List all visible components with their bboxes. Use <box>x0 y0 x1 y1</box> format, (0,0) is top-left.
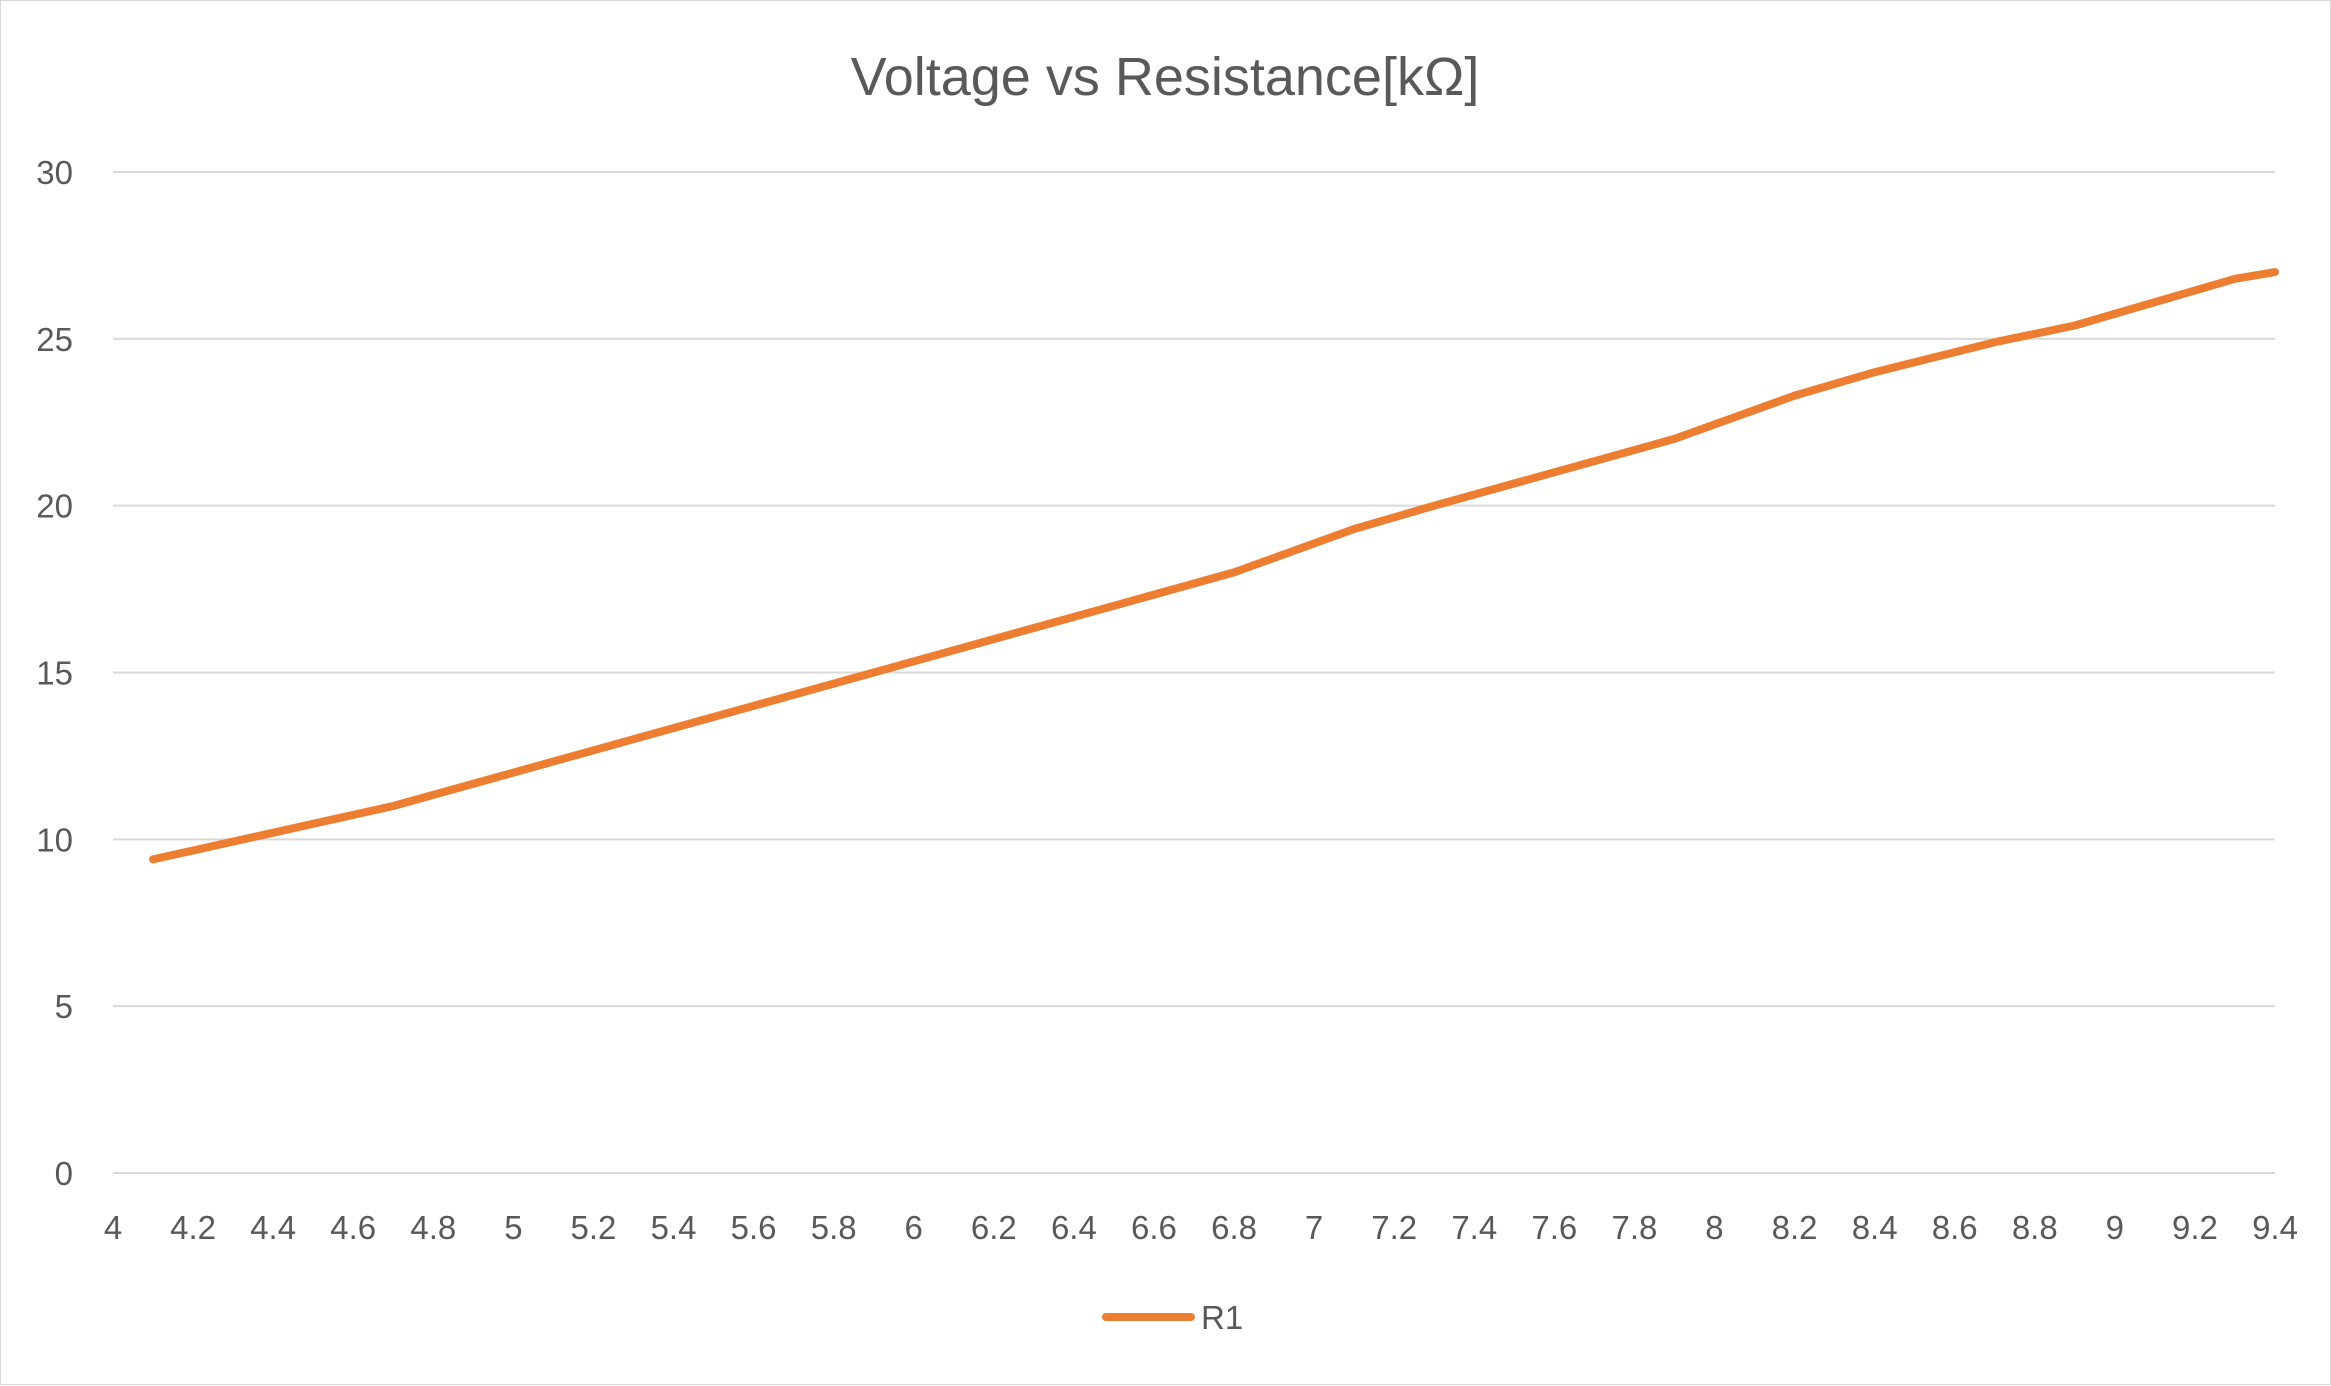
x-axis-ticks: 4 4.2 4.4 4.6 4.8 5 5.2 5.4 5.6 5.8 6 6.2 6.4 6.6 6.8 7… <box>104 1209 2298 1246</box>
series-layer <box>153 272 2275 860</box>
y-tick-label: 5 <box>55 988 73 1025</box>
y-tick-label: 15 <box>36 655 73 692</box>
x-tick-label: 5.4 <box>651 1209 697 1246</box>
x-tick-label: 4.6 <box>330 1209 376 1246</box>
x-tick-label: 5 <box>504 1209 522 1246</box>
x-tick-label: 8.4 <box>1852 1209 1898 1246</box>
chart-title: Voltage vs Resistance[kΩ] <box>851 47 1480 107</box>
x-tick-label: 4.2 <box>170 1209 216 1246</box>
x-tick-label: 5.6 <box>731 1209 777 1246</box>
x-tick-label: 8.6 <box>1932 1209 1978 1246</box>
x-tick-label: 5.2 <box>571 1209 617 1246</box>
x-tick-label: 8.2 <box>1772 1209 1818 1246</box>
x-tick-label: 7.2 <box>1371 1209 1417 1246</box>
x-tick-label: 8.8 <box>2012 1209 2058 1246</box>
x-tick-label: 9.2 <box>2172 1209 2218 1246</box>
x-tick-label: 6.2 <box>971 1209 1017 1246</box>
y-tick-label: 10 <box>36 821 73 858</box>
x-tick-label: 6.8 <box>1211 1209 1257 1246</box>
x-tick-label: 5.8 <box>811 1209 857 1246</box>
y-tick-label: 20 <box>36 488 73 525</box>
x-tick-label: 7.4 <box>1451 1209 1497 1246</box>
x-tick-label: 4 <box>104 1209 122 1246</box>
y-tick-label: 30 <box>36 154 73 191</box>
x-tick-label: 6.4 <box>1051 1209 1097 1246</box>
y-tick-label: 25 <box>36 321 73 358</box>
x-tick-label: 8 <box>1705 1209 1723 1246</box>
x-tick-label: 7.6 <box>1531 1209 1577 1246</box>
y-axis-ticks: 0 5 10 15 20 25 30 <box>36 154 73 1192</box>
x-tick-label: 9 <box>2106 1209 2124 1246</box>
x-tick-label: 6.6 <box>1131 1209 1177 1246</box>
x-tick-label: 4.4 <box>250 1209 296 1246</box>
x-tick-label: 6 <box>905 1209 923 1246</box>
x-tick-label: 7.8 <box>1611 1209 1657 1246</box>
series-line-r1 <box>153 272 2275 859</box>
gridlines <box>113 172 2275 1173</box>
legend: R1 <box>1106 1299 1243 1336</box>
x-tick-label: 4.8 <box>410 1209 456 1246</box>
y-tick-label: 0 <box>55 1155 73 1192</box>
x-tick-label: 7 <box>1305 1209 1323 1246</box>
x-tick-label: 9.4 <box>2252 1209 2298 1246</box>
legend-label-r1: R1 <box>1201 1299 1243 1336</box>
